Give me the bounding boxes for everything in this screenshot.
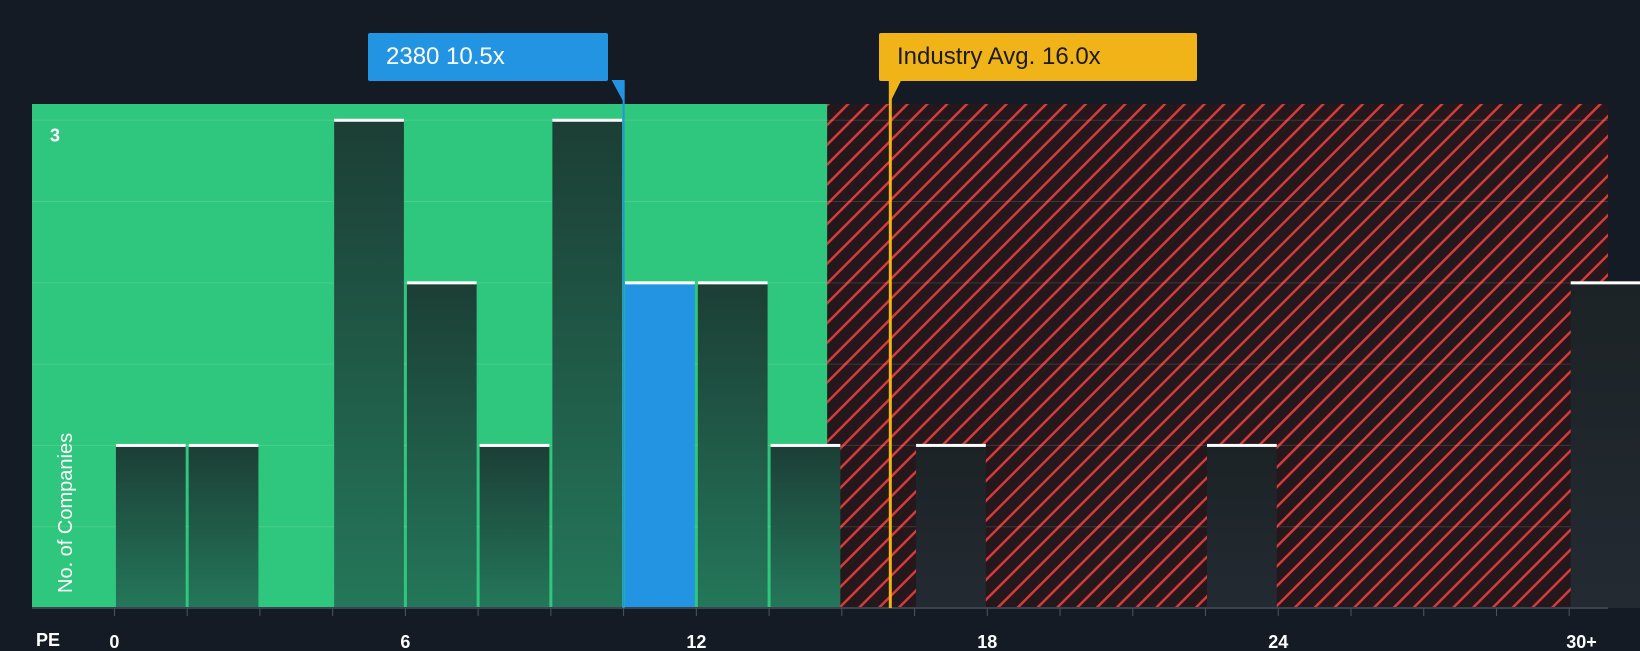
bar [770,445,841,608]
bar [406,282,477,608]
x-axis-label: PE [36,630,61,650]
y-tick-label: 3 [50,125,60,145]
bar-cap [1570,281,1640,285]
bar [115,445,186,608]
bar-cap [406,281,477,285]
bar-cap [334,118,404,122]
bar [1207,445,1277,608]
bar [552,120,623,609]
bar [1570,282,1640,608]
bar [188,445,259,608]
bar [479,445,550,608]
bar-cap [479,443,550,447]
bar [334,120,404,609]
x-tick-label: 24 [1268,632,1288,650]
bar-cap [115,443,186,447]
bar-highlighted [625,282,695,608]
bar-cap [1207,443,1277,447]
bar-cap [625,281,695,285]
x-tick-label: 0 [109,632,119,650]
x-tick-label: 12 [686,632,706,650]
industry-avg-callout: Industry Avg. 16.0x [879,33,1197,81]
company-callout-pointer [611,80,625,104]
bar-cap [552,118,623,122]
x-tick-label: 18 [977,632,997,650]
bar-cap [916,443,986,447]
industry-callout-pointer [889,80,902,104]
bar-cap [188,443,259,447]
x-tick-label: 6 [400,632,410,650]
y-axis-label: No. of Companies [55,432,77,593]
bar-cap [770,443,841,447]
bar [697,282,768,608]
bar [916,445,986,608]
bar-cap [697,281,768,285]
x-tick-label: 30+ [1566,632,1597,650]
company-pe-callout: 2380 10.5x [368,33,608,81]
